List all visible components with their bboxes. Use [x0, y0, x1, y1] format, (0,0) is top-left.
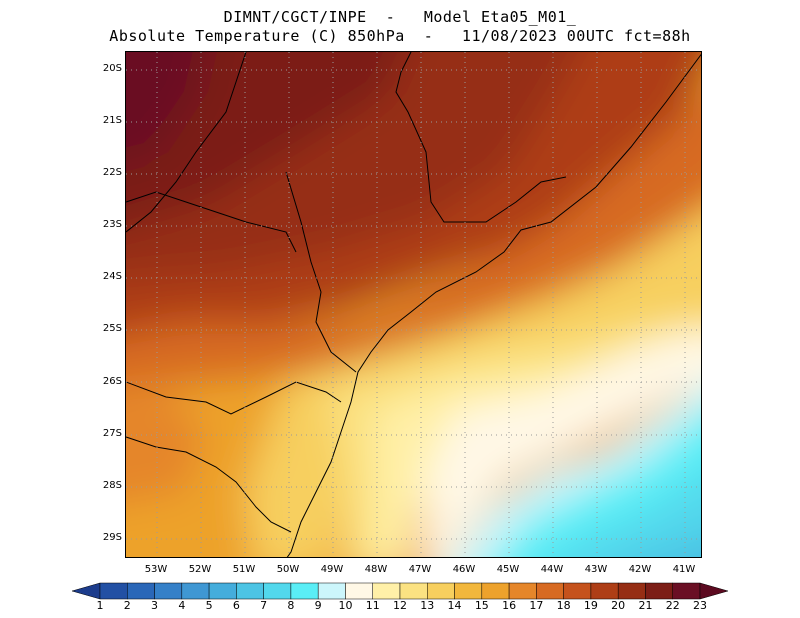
colorbar-swatch — [372, 582, 401, 600]
lon-label-44w: 44W — [540, 564, 564, 575]
colorbar-label: 2 — [123, 599, 131, 612]
colorbar-swatch — [536, 582, 564, 600]
colorbar-swatch — [481, 582, 510, 600]
colorbar-swatch — [427, 582, 455, 600]
colorbar-swatch — [454, 582, 483, 600]
lat-label-25s: 25S — [102, 323, 122, 334]
lat-label-20s: 20S — [102, 63, 122, 74]
lon-label-45w: 45W — [496, 564, 520, 575]
colorbar-label: 15 — [474, 599, 489, 612]
colorbar-label: 13 — [420, 599, 435, 612]
colorbar-label: 14 — [447, 599, 462, 612]
colorbar-swatch — [99, 582, 128, 600]
colorbar-label: 21 — [638, 599, 653, 612]
colorbar-label: 5 — [205, 599, 213, 612]
colorbar-swatch — [563, 582, 592, 600]
colorbar-label: 11 — [365, 599, 380, 612]
colorbar-swatch — [290, 582, 319, 600]
colorbar-swatch — [181, 582, 210, 600]
colorbar — [71, 582, 729, 600]
colorbar-swatch — [317, 582, 346, 600]
colorbar-label: 6 — [232, 599, 240, 612]
colorbar-swatch — [508, 582, 537, 600]
lat-label-26s: 26S — [102, 376, 122, 387]
colorbar-label: 10 — [338, 599, 353, 612]
lon-label-47w: 47W — [408, 564, 432, 575]
colorbar-swatch — [127, 582, 155, 600]
colorbar-label: 18 — [556, 599, 571, 612]
lon-label-53w: 53W — [144, 564, 168, 575]
colorbar-label: 20 — [611, 599, 626, 612]
lat-label-28s: 28S — [102, 480, 122, 491]
colorbar-label: 7 — [260, 599, 268, 612]
colorbar-label: 4 — [178, 599, 186, 612]
lon-label-51w: 51W — [232, 564, 256, 575]
lon-label-43w: 43W — [584, 564, 608, 575]
lat-label-29s: 29S — [102, 532, 122, 543]
lon-label-48w: 48W — [364, 564, 388, 575]
lat-label-21s: 21S — [102, 115, 122, 126]
coastline — [126, 52, 701, 557]
lon-label-46w: 46W — [452, 564, 476, 575]
colorbar-label: 16 — [502, 599, 517, 612]
lat-label-27s: 27S — [102, 428, 122, 439]
colorbar-label: 1 — [96, 599, 104, 612]
colorbar-label: 23 — [693, 599, 707, 612]
colorbar-label: 9 — [314, 599, 322, 612]
colorbar-swatch — [263, 582, 292, 600]
colorbar-swatch — [645, 582, 673, 600]
lon-label-52w: 52W — [188, 564, 212, 575]
lat-label-24s: 24S — [102, 271, 122, 282]
lon-label-49w: 49W — [320, 564, 344, 575]
lon-label-50w: 50W — [276, 564, 300, 575]
colorbar-label: 12 — [393, 599, 407, 612]
colorbar-swatch — [208, 582, 237, 600]
colorbar-label: 17 — [529, 599, 544, 612]
colorbar-swatch — [617, 582, 646, 600]
temperature-map — [125, 51, 702, 558]
chart-title-line-2: Absolute Temperature (C) 850hPa - 11/08/… — [109, 27, 691, 45]
colorbar-label: 19 — [583, 599, 598, 612]
colorbar-swatch — [399, 582, 428, 600]
colorbar-over-arrow — [699, 582, 729, 600]
lon-label-42w: 42W — [628, 564, 652, 575]
colorbar-under-arrow — [71, 582, 101, 600]
lon-label-41w: 41W — [672, 564, 696, 575]
colorbar-swatch — [590, 582, 619, 600]
colorbar-swatch — [236, 582, 264, 600]
chart-title-line-1: DIMNT/CGCT/INPE - Model Eta05_M01_ — [223, 8, 577, 26]
lat-label-23s: 23S — [102, 219, 122, 230]
colorbar-swatch — [154, 582, 183, 600]
colorbar-swatch — [672, 582, 701, 600]
colorbar-label: 22 — [665, 599, 680, 612]
temperature-field — [126, 52, 701, 557]
colorbar-label: 3 — [151, 599, 159, 612]
graticule — [126, 52, 701, 557]
colorbar-label: 8 — [287, 599, 295, 612]
colorbar-swatch — [345, 582, 373, 600]
lat-label-22s: 22S — [102, 167, 122, 178]
